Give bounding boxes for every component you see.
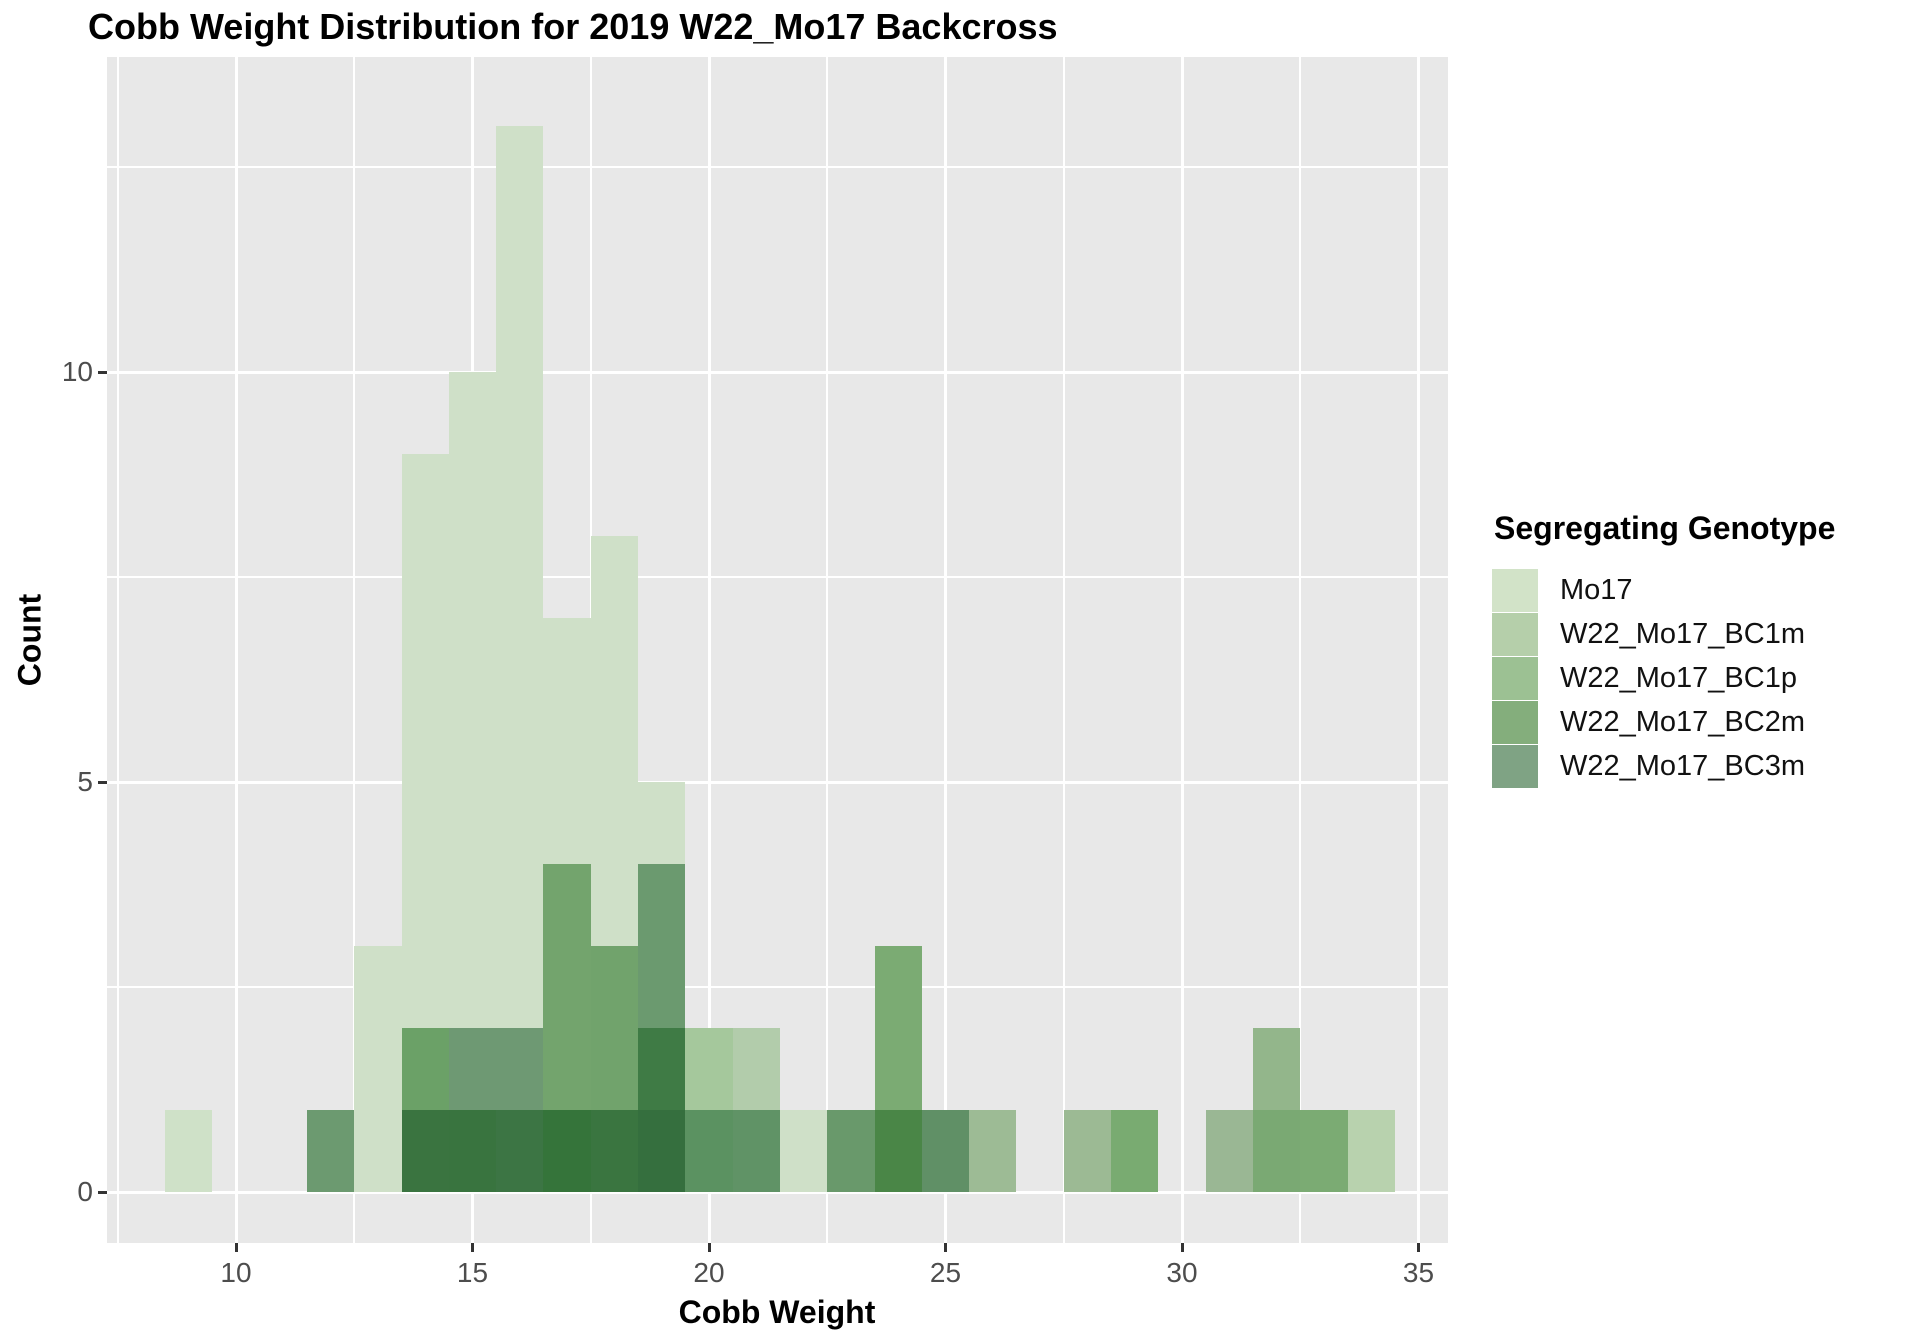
legend: Segregating Genotype Mo17 W22_Mo17_BC1m W2… [1492, 510, 1835, 789]
x-axis-tick-mark [1180, 1243, 1184, 1252]
histogram-bar-segment [448, 1110, 497, 1192]
legend-item: W22_Mo17_BC1p [1492, 657, 1835, 700]
x-axis-tick-label: 20 [693, 1257, 725, 1288]
legend-item: W22_Mo17_BC1m [1492, 613, 1835, 656]
histogram-bar-segment [496, 1110, 544, 1192]
plot-panel [107, 57, 1448, 1243]
histogram-bar-segment [401, 1110, 449, 1192]
histogram-bar-segment [448, 1028, 497, 1110]
legend-items: Mo17 W22_Mo17_BC1m W22_Mo17_BC1p W22_Mo17_B… [1492, 569, 1835, 788]
x-axis-tick-label: 35 [1402, 1257, 1435, 1288]
histogram-bar-segment [779, 1110, 828, 1192]
histogram-bar-segment [1252, 1028, 1301, 1110]
major-gridline-vertical [707, 57, 711, 1243]
x-axis-tick-mark [471, 1243, 474, 1252]
y-axis-tick-mark [98, 370, 107, 374]
histogram-bar-segment [165, 1110, 213, 1192]
histogram-bar-segment [921, 1110, 970, 1192]
histogram-bar-segment [543, 864, 591, 1110]
histogram-bar-segment [590, 536, 639, 946]
legend-key-swatch [1492, 657, 1538, 700]
histogram-bar-segment [732, 1028, 780, 1110]
y-axis-tick-mark [98, 780, 107, 784]
major-gridline-horizontal [107, 780, 1448, 784]
legend-item-label: W22_Mo17_BC1p [1560, 662, 1797, 694]
minor-gridline-horizontal [107, 986, 1448, 988]
legend-item-label: W22_Mo17_BC1m [1560, 618, 1805, 650]
chart-title: Cobb Weight Distribution for 2019 W22_Mo… [88, 6, 1058, 47]
legend-item-label: W22_Mo17_BC3m [1560, 750, 1805, 782]
histogram-bar-segment [1347, 1110, 1395, 1192]
minor-gridline-horizontal [107, 576, 1448, 578]
y-axis-tick-label: 0 [77, 1176, 93, 1207]
legend-item: Mo17 [1492, 569, 1835, 612]
y-axis-title: Count [11, 593, 48, 687]
histogram-bar-segment [1205, 1110, 1253, 1192]
legend-key-swatch [1492, 569, 1538, 612]
major-gridline-vertical [944, 57, 947, 1243]
y-axis-tick-label: 10 [61, 356, 93, 387]
histogram-bar-segment [590, 946, 639, 1110]
minor-gridline-vertical [116, 57, 119, 1243]
histogram-bar-segment [638, 1110, 686, 1192]
histogram-bar-segment [638, 1028, 686, 1110]
minor-gridline-vertical [1062, 57, 1065, 1243]
histogram-bar-segment [827, 1110, 875, 1192]
histogram-bar-segment [354, 946, 402, 1192]
histogram-bar-segment [685, 1028, 733, 1110]
histogram-bar-segment [543, 618, 591, 864]
x-axis-tick-mark [234, 1243, 238, 1252]
major-gridline-horizontal [107, 370, 1448, 374]
histogram-bar-segment [685, 1110, 733, 1192]
histogram-bar-segment [1252, 1110, 1301, 1192]
legend-key-swatch [1492, 613, 1538, 656]
minor-gridline-vertical [353, 57, 356, 1243]
histogram-bar-segment [874, 1110, 922, 1192]
minor-gridline-horizontal [107, 166, 1448, 168]
major-gridline-vertical [1417, 57, 1420, 1243]
x-axis-tick-label: 25 [929, 1257, 962, 1288]
x-axis-tick-mark [707, 1243, 711, 1252]
x-axis-tick-mark [1417, 1243, 1420, 1252]
y-axis-tick-label: 5 [77, 766, 93, 797]
histogram-bar-segment [543, 1110, 591, 1192]
histogram-bar-segment [590, 1110, 639, 1192]
histogram-bar-segment [1111, 1110, 1159, 1192]
legend-item: W22_Mo17_BC2m [1492, 701, 1835, 744]
x-axis-title: Cobb Weight [678, 1294, 876, 1330]
x-axis-tick-label: 10 [220, 1257, 252, 1288]
histogram-bar-segment [401, 454, 449, 1028]
legend-key-swatch [1492, 701, 1538, 744]
minor-gridline-vertical [1299, 57, 1302, 1243]
major-gridline-vertical [1180, 57, 1184, 1243]
histogram-bar-segment [1063, 1110, 1112, 1192]
histogram-bar-segment [401, 1028, 449, 1110]
histogram-bar-segment [969, 1110, 1017, 1192]
legend-item: W22_Mo17_BC3m [1492, 745, 1835, 788]
x-axis-tick-mark [944, 1243, 947, 1252]
histogram-bar-segment [638, 782, 686, 864]
x-axis-tick-label: 15 [456, 1257, 489, 1288]
histogram-bar-segment [874, 946, 922, 1110]
histogram-bar-segment [306, 1110, 355, 1192]
major-gridline-horizontal [107, 1190, 1448, 1194]
legend-title: Segregating Genotype [1494, 510, 1836, 546]
histogram-bar-segment [1300, 1110, 1348, 1192]
histogram-bar-segment [638, 864, 686, 1028]
legend-key-swatch [1492, 745, 1538, 788]
major-gridline-vertical [234, 57, 238, 1243]
y-axis-tick-mark [98, 1190, 107, 1194]
histogram-bar-segment [732, 1110, 780, 1192]
minor-gridline-vertical [826, 57, 829, 1243]
histogram-bar-segment [496, 126, 544, 1028]
legend-item-label: Mo17 [1560, 574, 1633, 606]
histogram-bar-segment [496, 1028, 544, 1110]
histogram-bar-segment [448, 372, 497, 1028]
x-axis-tick-label: 30 [1166, 1257, 1198, 1288]
legend-item-label: W22_Mo17_BC2m [1560, 706, 1805, 738]
